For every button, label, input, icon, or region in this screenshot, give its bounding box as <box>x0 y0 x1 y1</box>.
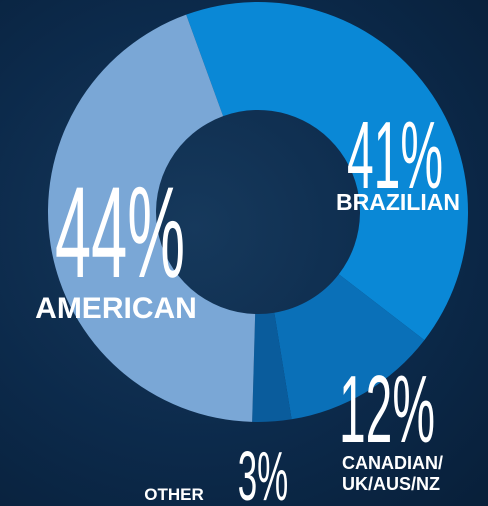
chart: 41%BRAZILIAN12%3%OTHER44%AMERICAN CANADI… <box>0 0 488 506</box>
donut-chart: 41%BRAZILIAN12%3%OTHER44%AMERICAN <box>0 0 488 506</box>
value-label: 12% <box>339 356 435 464</box>
value-label: 3% <box>238 437 289 506</box>
category-label: BRAZILIAN <box>336 189 460 215</box>
category-label: CANADIAN/ UK/AUS/NZ <box>342 453 482 495</box>
value-label: 44% <box>55 159 185 304</box>
category-label: OTHER <box>144 485 204 504</box>
category-label: AMERICAN <box>35 292 197 325</box>
